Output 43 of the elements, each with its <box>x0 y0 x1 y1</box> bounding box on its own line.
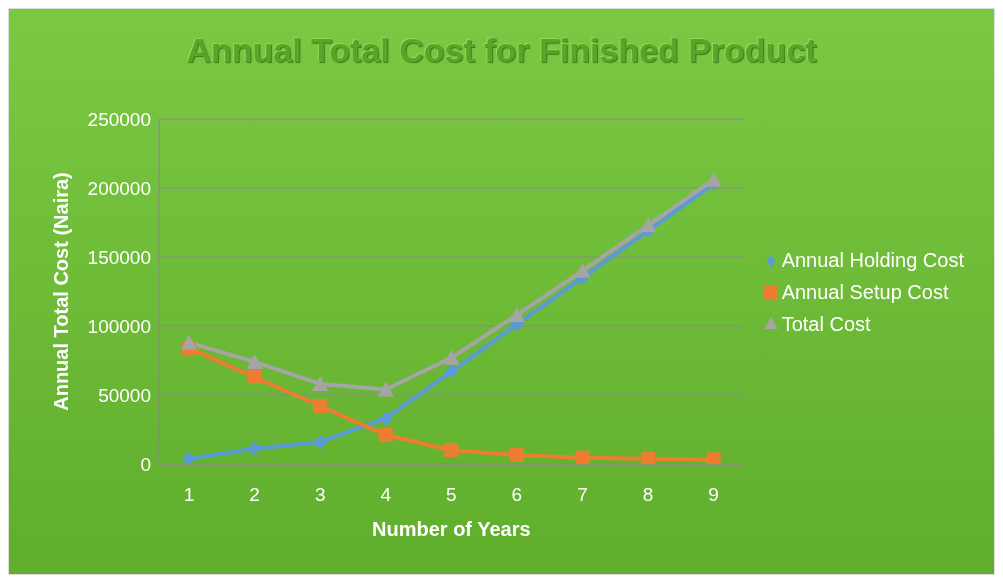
point <box>444 443 459 458</box>
y-tick-label: 250000 <box>87 108 151 130</box>
x-tick-label: 7 <box>577 484 588 506</box>
point <box>575 450 590 464</box>
chart-title: Annual Total Cost for Finished Product <box>185 31 818 70</box>
legend-label: Total Cost <box>781 312 871 335</box>
x-tick-label: 8 <box>642 484 654 506</box>
point <box>313 434 328 449</box>
x-tick-label: 9 <box>708 484 719 506</box>
x-tick-label: 1 <box>183 484 195 506</box>
point <box>706 452 721 464</box>
point <box>377 381 394 397</box>
point <box>705 171 722 187</box>
x-tick-label: 5 <box>446 484 457 506</box>
x-tick-label: 2 <box>249 484 260 506</box>
point <box>247 441 262 456</box>
legend-label: Annual Setup Cost <box>781 280 949 303</box>
point <box>641 451 656 464</box>
x-axis-title: Number of Years <box>372 518 531 540</box>
point <box>509 447 524 462</box>
legend-label: Annual Holding Cost <box>781 248 964 271</box>
y-tick-label: 50000 <box>98 384 151 406</box>
point <box>313 399 328 414</box>
point <box>378 411 393 426</box>
point <box>181 334 197 350</box>
y-tick-label: 100000 <box>87 315 151 337</box>
point <box>312 375 329 391</box>
y-tick-label: 200000 <box>87 177 151 199</box>
y-axis-title: Annual Total Cost (Naira) <box>50 172 73 411</box>
point <box>247 370 262 385</box>
point <box>574 262 591 278</box>
x-tick-label: 3 <box>314 484 326 506</box>
point <box>508 306 525 322</box>
x-tick-label: 6 <box>511 484 523 506</box>
point <box>640 217 657 233</box>
point <box>444 364 459 379</box>
point <box>246 353 263 369</box>
point <box>378 428 393 443</box>
y-tick-label: 150000 <box>87 246 151 268</box>
y-tick-label: 0 <box>140 453 151 475</box>
point <box>182 451 196 464</box>
point <box>443 349 460 365</box>
x-tick-label: 4 <box>380 484 392 506</box>
